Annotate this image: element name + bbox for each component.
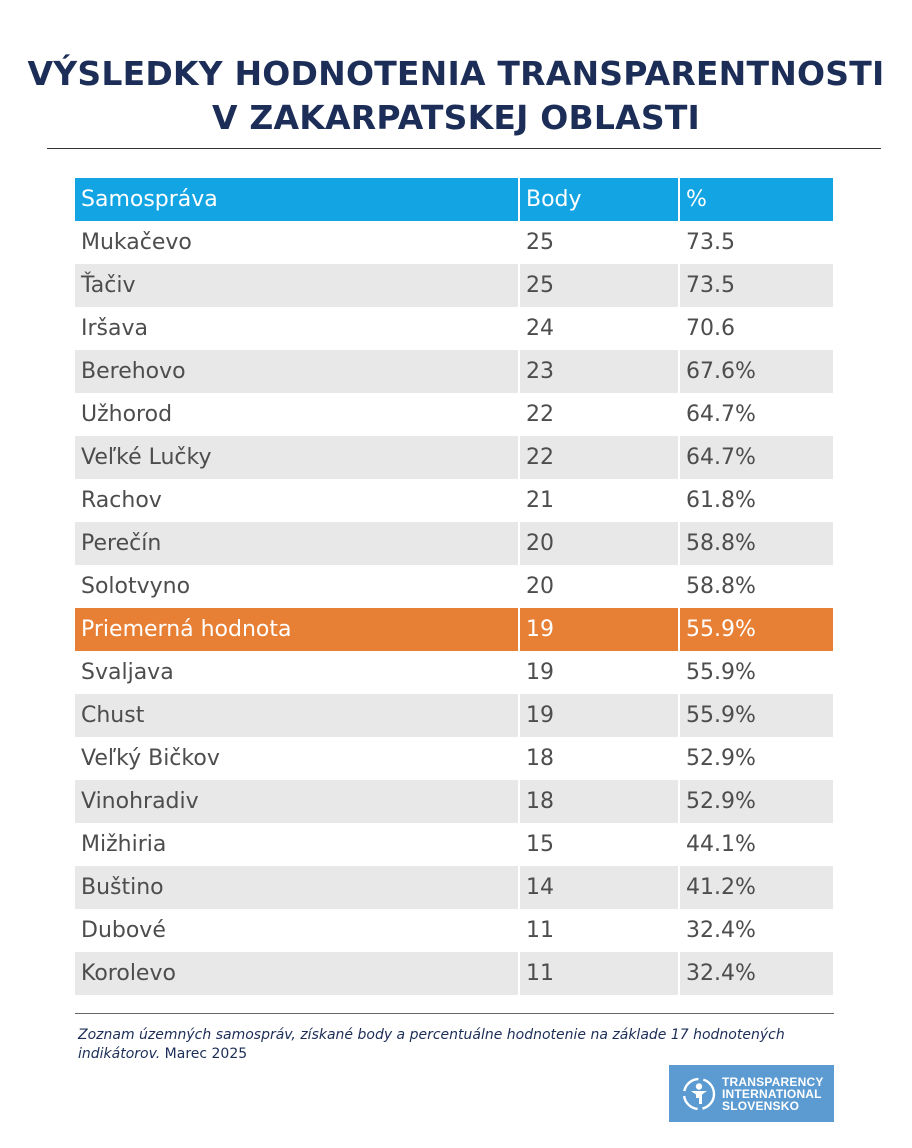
- cell-municipality: Rachov: [75, 479, 520, 522]
- cell-points: 23: [519, 350, 680, 393]
- cell-percent: 44.1%: [679, 823, 833, 866]
- cell-municipality: Solotvyno: [75, 565, 520, 608]
- cell-percent: 52.9%: [679, 737, 833, 780]
- cell-points: 15: [519, 823, 680, 866]
- cell-points: 19: [519, 608, 680, 651]
- table-row: Veľké Lučky 22 64.7%: [75, 436, 833, 479]
- cell-percent: 55.9%: [679, 651, 833, 694]
- cell-points: 11: [519, 909, 680, 952]
- table-row: Korolevo 11 32.4%: [75, 952, 833, 995]
- cell-percent: 41.2%: [679, 866, 833, 909]
- caption: Zoznam územných samospráv, získané body …: [78, 1026, 838, 1064]
- cell-municipality: Buštino: [75, 866, 520, 909]
- table-row: Vinohradiv 18 52.9%: [75, 780, 833, 823]
- cell-points: 14: [519, 866, 680, 909]
- cell-points: 24: [519, 307, 680, 350]
- ti-slovensko-logo: TRANSPARENCY INTERNATIONAL SLOVENSKO: [669, 1065, 834, 1122]
- cell-percent: 55.9%: [679, 694, 833, 737]
- cell-percent: 64.7%: [679, 436, 833, 479]
- cell-points: 20: [519, 522, 680, 565]
- cell-points: 19: [519, 694, 680, 737]
- table-header-row: Samospráva Body %: [75, 178, 833, 221]
- title-line-1: VÝSLEDKY HODNOTENIA TRANSPARENTNOSTI: [27, 54, 885, 93]
- results-table: Samospráva Body % Mukačevo 25 73.5 Ťačiv 25 7…: [75, 178, 833, 995]
- cell-municipality: Veľké Lučky: [75, 436, 520, 479]
- table-row-average: Priemerná hodnota 19 55.9%: [75, 608, 833, 651]
- cell-points: 22: [519, 436, 680, 479]
- cell-points: 18: [519, 780, 680, 823]
- cell-municipality: Berehovo: [75, 350, 520, 393]
- cell-municipality: Mukačevo: [75, 221, 520, 264]
- cell-municipality: Ťačiv: [75, 264, 520, 307]
- cell-percent: 32.4%: [679, 952, 833, 995]
- cell-municipality: Vinohradiv: [75, 780, 520, 823]
- cell-municipality: Svaljava: [75, 651, 520, 694]
- cell-percent: 61.8%: [679, 479, 833, 522]
- cell-percent: 64.7%: [679, 393, 833, 436]
- caption-text: Zoznam územných samospráv, získané body …: [78, 1027, 785, 1062]
- header-percent: %: [679, 178, 833, 221]
- transparency-figure-icon: [682, 1077, 716, 1110]
- cell-municipality: Korolevo: [75, 952, 520, 995]
- cell-municipality: Iršava: [75, 307, 520, 350]
- cell-percent: 73.5: [679, 221, 833, 264]
- table-body: Mukačevo 25 73.5 Ťačiv 25 73.5 Iršava 24 70.6 Ber…: [75, 221, 833, 995]
- cell-percent: 55.9%: [679, 608, 833, 651]
- table-row: Solotvyno 20 58.8%: [75, 565, 833, 608]
- cell-municipality: Perečín: [75, 522, 520, 565]
- cell-points: 25: [519, 221, 680, 264]
- table-row: Mukačevo 25 73.5: [75, 221, 833, 264]
- table-row: Chust 19 55.9%: [75, 694, 833, 737]
- cell-points: 22: [519, 393, 680, 436]
- header-municipality: Samospráva: [75, 178, 520, 221]
- cell-points: 18: [519, 737, 680, 780]
- caption-divider: [75, 1013, 834, 1014]
- table-row: Užhorod 22 64.7%: [75, 393, 833, 436]
- cell-percent: 32.4%: [679, 909, 833, 952]
- cell-percent: 58.8%: [679, 522, 833, 565]
- cell-percent: 70.6: [679, 307, 833, 350]
- logo-line-1: TRANSPARENCY: [722, 1074, 824, 1089]
- logo-line-2: INTERNATIONAL: [722, 1086, 822, 1101]
- table-row: Svaljava 19 55.9%: [75, 651, 833, 694]
- table-row: Ťačiv 25 73.5: [75, 264, 833, 307]
- table-row: Buštino 14 41.2%: [75, 866, 833, 909]
- caption-date: Marec 2025: [164, 1046, 248, 1062]
- cell-municipality: Užhorod: [75, 393, 520, 436]
- cell-municipality: Priemerná hodnota: [75, 608, 520, 651]
- table-row: Mižhiria 15 44.1%: [75, 823, 833, 866]
- table-row: Rachov 21 61.8%: [75, 479, 833, 522]
- page-title: VÝSLEDKY HODNOTENIA TRANSPARENTNOSTI V Z…: [0, 52, 912, 140]
- header-points: Body: [519, 178, 680, 221]
- cell-percent: 52.9%: [679, 780, 833, 823]
- logo-line-3: SLOVENSKO: [722, 1098, 800, 1113]
- logo-text: TRANSPARENCY INTERNATIONAL SLOVENSKO: [722, 1076, 824, 1112]
- table-row: Dubové 11 32.4%: [75, 909, 833, 952]
- table-row: Iršava 24 70.6: [75, 307, 833, 350]
- cell-points: 25: [519, 264, 680, 307]
- cell-municipality: Dubové: [75, 909, 520, 952]
- title-divider: [47, 148, 881, 149]
- cell-municipality: Mižhiria: [75, 823, 520, 866]
- cell-municipality: Veľký Bičkov: [75, 737, 520, 780]
- cell-municipality: Chust: [75, 694, 520, 737]
- cell-percent: 67.6%: [679, 350, 833, 393]
- table-row: Berehovo 23 67.6%: [75, 350, 833, 393]
- table-row: Perečín 20 58.8%: [75, 522, 833, 565]
- cell-points: 11: [519, 952, 680, 995]
- table-row: Veľký Bičkov 18 52.9%: [75, 737, 833, 780]
- title-line-2: V ZAKARPATSKEJ OBLASTI: [211, 98, 701, 137]
- cell-percent: 73.5: [679, 264, 833, 307]
- cell-points: 20: [519, 565, 680, 608]
- cell-points: 21: [519, 479, 680, 522]
- cell-points: 19: [519, 651, 680, 694]
- cell-percent: 58.8%: [679, 565, 833, 608]
